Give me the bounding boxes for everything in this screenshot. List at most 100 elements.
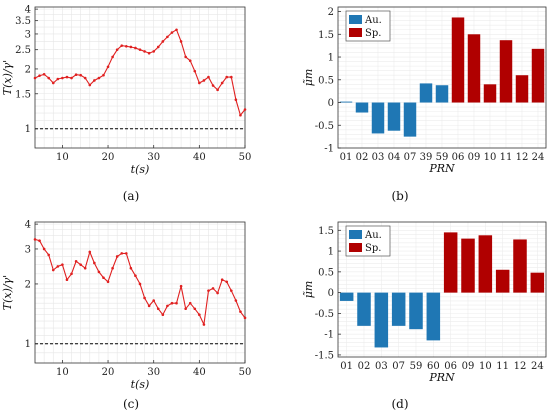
data-point [79,73,82,77]
data-point [147,304,151,308]
data-point [102,73,105,77]
bar [371,102,385,134]
x-axis-label: t(s) [131,378,150,391]
data-point [47,253,50,257]
bar [461,238,475,293]
x-tick-label: 10 [479,361,492,372]
data-point [129,266,133,270]
data-point [147,51,151,55]
x-tick-label: 06 [452,152,465,163]
caption-a: (a) [123,189,140,203]
bar [357,292,371,326]
y-tick-label: 1 [25,339,31,350]
data-point [61,76,64,80]
data-point [193,69,197,73]
x-tick-label: 11 [500,152,513,163]
data-point [51,268,55,272]
data-point [152,50,155,53]
x-tick-label: 12 [516,152,529,163]
data-point [239,310,242,313]
data-point [125,45,128,48]
bar [339,101,353,103]
bar [374,292,389,348]
bar [531,48,545,103]
x-tick-label: 12 [514,361,527,372]
data-point [120,252,124,255]
data-point [143,50,146,53]
x-tick-label: 20 [102,152,115,163]
bar [495,269,510,293]
plot-frame [337,221,547,358]
x-tick-label: 39 [420,152,433,163]
data-point [156,45,160,49]
x-tick-label: 09 [462,361,475,372]
data-point [138,282,142,286]
data-point [38,74,41,77]
data-point [175,28,178,32]
data-point [70,76,73,80]
y-tick-label: 2.5 [15,45,31,56]
x-tick-label: 50 [239,152,252,163]
data-point [211,84,215,87]
x-axis-label: PRN [428,371,455,384]
data-point [70,272,73,276]
data-point [125,252,128,255]
data-point [106,65,110,69]
data-point [202,79,206,82]
x-axis-label: PRN [428,162,455,175]
data-point [211,287,215,290]
bar [451,17,465,103]
data-point [138,48,142,51]
data-point [179,40,183,43]
data-point [161,313,165,317]
data-point [83,76,87,80]
data-point [61,263,64,266]
x-tick-label: 60 [427,361,440,372]
legend-label: Au. [364,15,382,26]
y-tick-label: 1 [328,247,334,258]
x-tick-label: 30 [147,367,160,378]
data-point [74,260,78,263]
data-point [93,261,96,265]
data-point [65,75,69,79]
data-point [225,75,229,79]
y-tick-label: 3.5 [15,16,31,27]
y-tick-label: 4 [25,220,31,231]
y-tick-label: 2 [25,279,31,290]
x-tick-label: 09 [468,152,481,163]
y-tick-label: 1 [328,53,334,64]
legend-swatch [349,243,362,252]
data-point [115,48,119,51]
caption-d: (d) [391,397,408,411]
chart-b: 01 02 03 04 07 39 59 06 09 10 11 12 24 -1 -0.5 0 0.5 1 1.5… [302,6,547,175]
data-point [202,323,206,326]
y-tick-label: 0 [328,288,334,299]
y-tick-label: 2 [25,64,31,75]
data-point [65,278,69,282]
x-axis-label: t(s) [131,163,150,176]
bar [339,292,354,301]
legend-label: Sp. [365,243,381,254]
bar [530,272,545,293]
y-axis-label: μ̃m [302,281,315,299]
data-point [56,265,60,268]
data-point [102,276,105,279]
data-point [79,263,82,266]
y-axis-label: T(x)/γ' [1,275,14,310]
data-point [33,238,37,241]
bar [409,292,423,330]
x-tick-label: 07 [404,152,417,163]
x-tick-label: 59 [410,361,423,372]
y-tick-label: -0.5 [315,121,334,132]
data-point [166,304,169,308]
data-point [170,301,174,305]
bar [499,40,513,103]
data-point [220,278,224,282]
bar [513,239,527,293]
caption-b: (b) [391,189,408,203]
data-point [51,81,55,85]
y-tick-label: 1.5 [318,226,334,237]
bar [387,102,401,131]
data-point [134,274,137,278]
bar [391,292,406,326]
